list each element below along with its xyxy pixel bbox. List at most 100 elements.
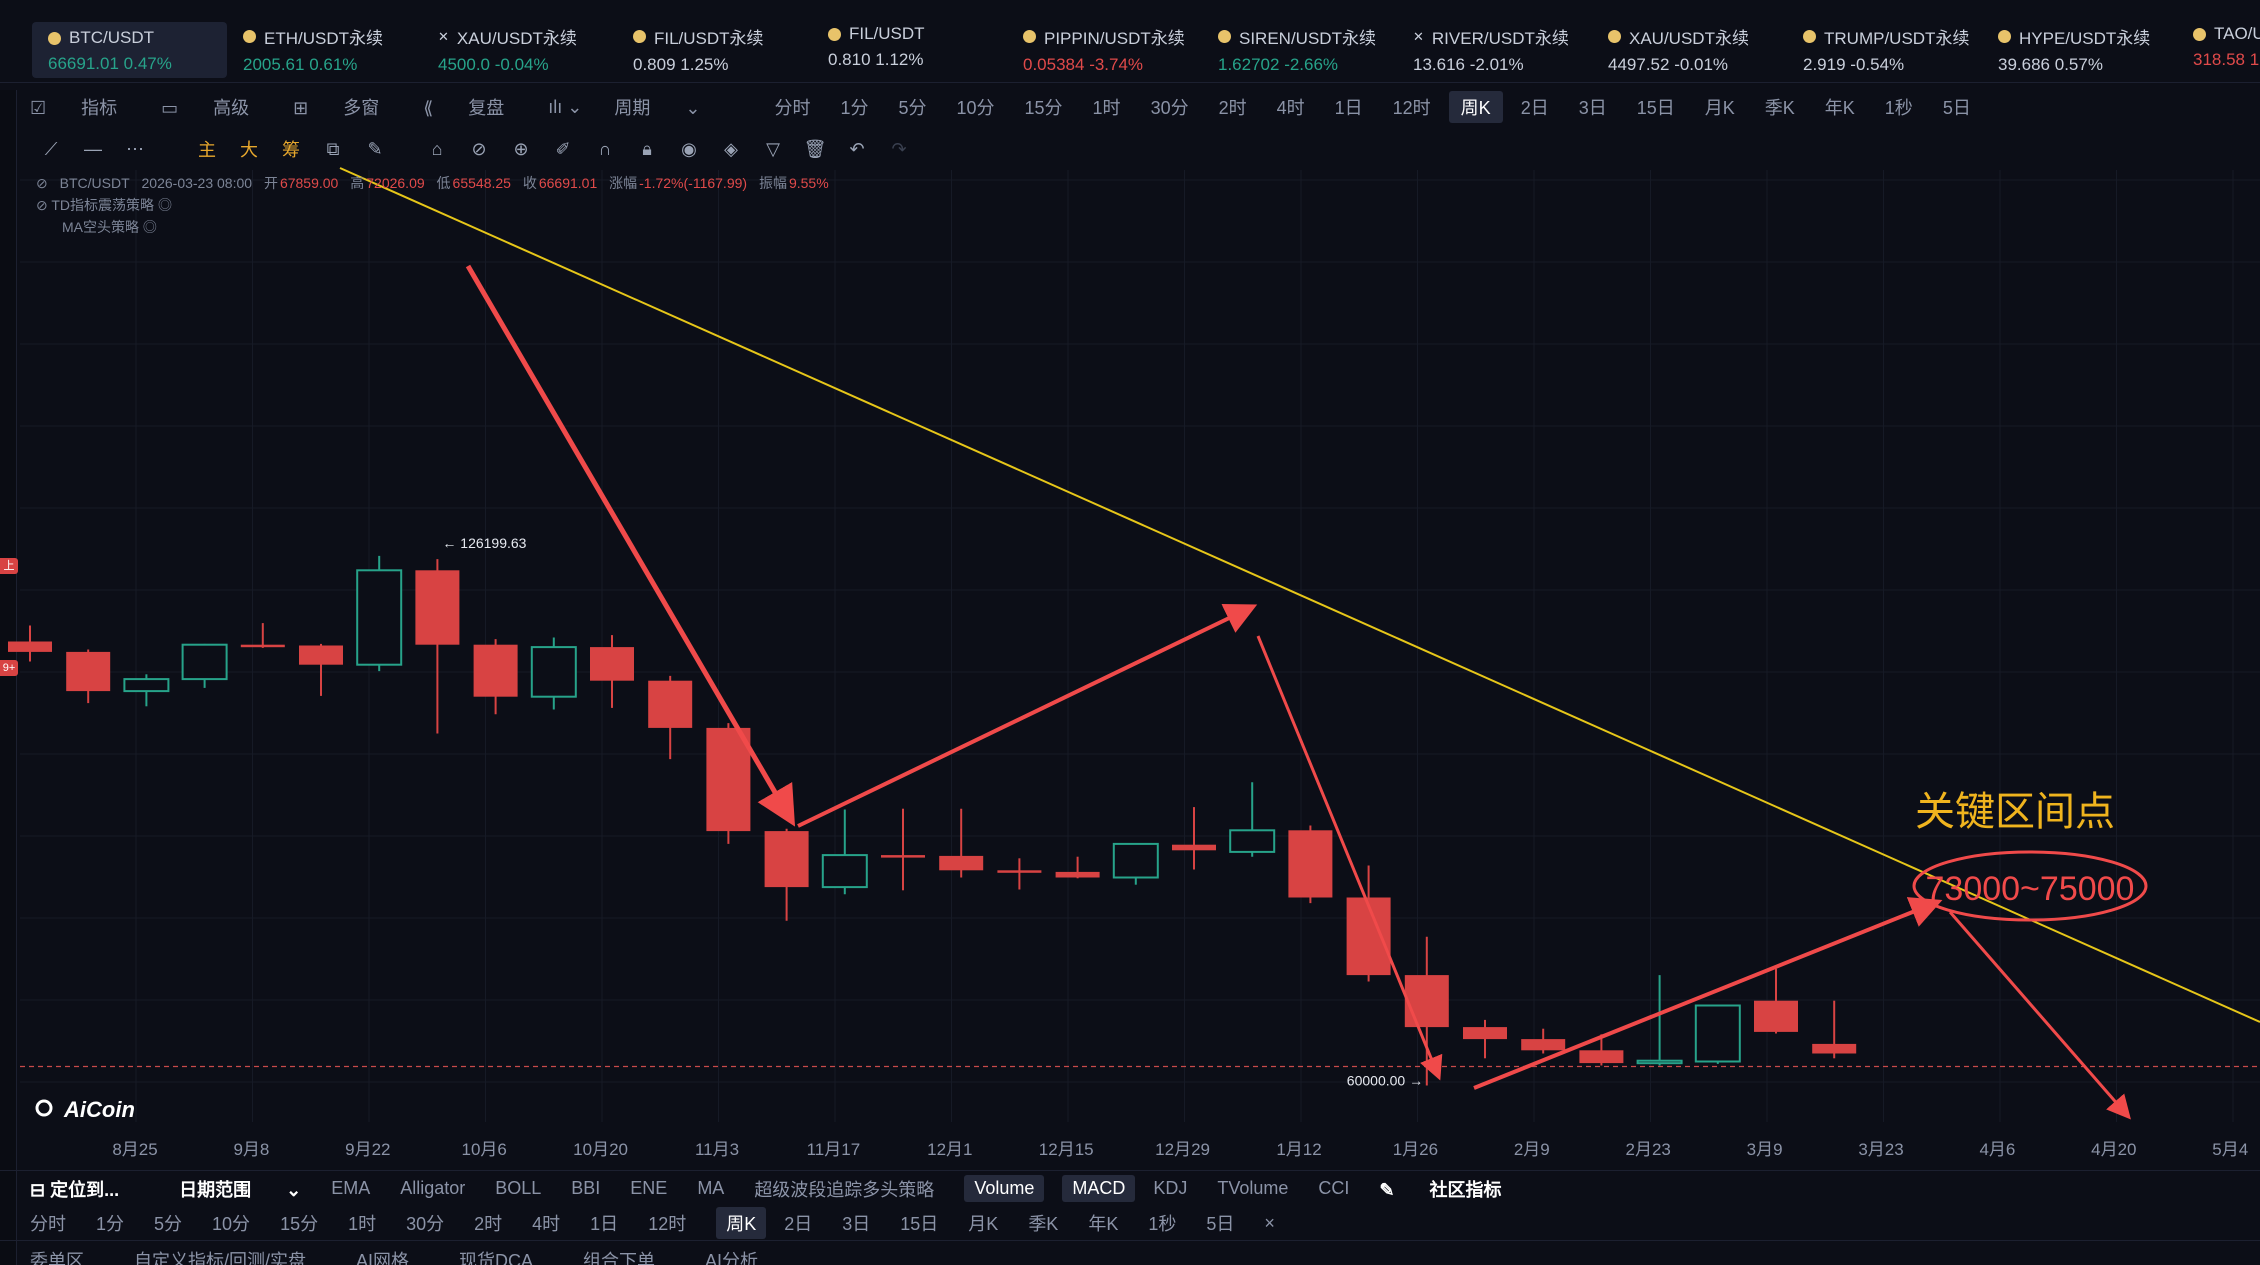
side-badge-count[interactable]: 9+ bbox=[0, 660, 18, 676]
interval-13[interactable]: 3日 bbox=[1578, 98, 1607, 118]
bottom-interval-6[interactable]: 30分 bbox=[406, 1214, 445, 1234]
big-order-button[interactable]: 大 bbox=[240, 140, 258, 160]
bottom-interval-18[interactable]: 1秒 bbox=[1148, 1214, 1177, 1234]
bottom-tab-2[interactable]: AI网格 bbox=[356, 1251, 410, 1265]
bottom-interval-9[interactable]: 1日 bbox=[590, 1214, 619, 1234]
ticker-item[interactable]: XAU/USDT永续 4497.52 -0.01% bbox=[1592, 0, 1787, 82]
strategy-ma[interactable]: MA空头策略 bbox=[62, 219, 139, 235]
bottom-tab-1[interactable]: 自定义指标/回测/实盘 bbox=[134, 1251, 307, 1265]
bottom-interval-5[interactable]: 1时 bbox=[348, 1214, 377, 1234]
compare-icon[interactable]: ⧉ bbox=[326, 138, 340, 159]
indicator2-0[interactable]: KDJ bbox=[1153, 1178, 1188, 1198]
indicator2-1[interactable]: TVolume bbox=[1217, 1178, 1289, 1198]
interval-15[interactable]: 月K bbox=[1704, 98, 1735, 118]
bottom-interval-14[interactable]: 15日 bbox=[900, 1214, 939, 1234]
main-indicator-button[interactable]: 主 bbox=[198, 140, 216, 160]
strategy-td[interactable]: TD指标震荡策略 bbox=[51, 197, 155, 213]
interval-4[interactable]: 15分 bbox=[1024, 98, 1063, 118]
side-badge-up[interactable]: 上 bbox=[0, 558, 18, 574]
bottom-interval-10[interactable]: 12时 bbox=[648, 1214, 687, 1234]
bottom-interval-8[interactable]: 4时 bbox=[532, 1214, 561, 1234]
ticker-item[interactable]: ✕ RIVER/USDT永续 13.616 -2.01% bbox=[1397, 0, 1592, 82]
bottom-interval-4[interactable]: 15分 bbox=[280, 1214, 319, 1234]
ticker-item[interactable]: FIL/USDT永续 0.809 1.25% bbox=[617, 0, 812, 82]
bottom-interval-16[interactable]: 季K bbox=[1028, 1214, 1059, 1234]
close-icon[interactable]: × bbox=[1264, 1212, 1275, 1233]
ticker-item[interactable]: SIREN/USDT永续 1.62702 -2.66% bbox=[1202, 0, 1397, 82]
bottom-interval-1[interactable]: 1分 bbox=[96, 1214, 125, 1234]
filter-icon[interactable]: ▽ bbox=[766, 138, 780, 159]
brush-icon[interactable]: ✐ bbox=[555, 138, 571, 159]
interval-1[interactable]: 1分 bbox=[840, 98, 869, 118]
chart-type-icon[interactable]: ılı ⌄ bbox=[548, 96, 583, 117]
ticker-item[interactable]: TRUMP/USDT永续 2.919 -0.54% bbox=[1787, 0, 1982, 82]
eye-icon[interactable]: ◎ bbox=[157, 197, 172, 213]
interval-6[interactable]: 30分 bbox=[1150, 98, 1189, 118]
indicator-4[interactable]: ENE bbox=[630, 1178, 668, 1198]
interval-17[interactable]: 年K bbox=[1824, 98, 1855, 118]
bottom-interval-12[interactable]: 2日 bbox=[784, 1214, 813, 1234]
ticker-item[interactable]: TAO/U 318.58 1 bbox=[2177, 0, 2260, 82]
hline-tool-icon[interactable]: — bbox=[84, 138, 102, 159]
interval-2[interactable]: 5分 bbox=[898, 98, 927, 118]
trash-icon[interactable]: 🗑︎ bbox=[803, 138, 827, 159]
indicator-active-0[interactable]: Volume bbox=[964, 1175, 1045, 1202]
chip-button[interactable]: 筹 bbox=[282, 140, 300, 160]
lock-icon[interactable]: 🔒︎ bbox=[642, 138, 652, 159]
legend-toggle-icon[interactable]: ⊘ bbox=[36, 175, 48, 191]
locate-button[interactable]: ⊟ 定位到... bbox=[30, 1179, 120, 1200]
indicator-6[interactable]: 超级波段追踪多头策略 bbox=[754, 1179, 935, 1200]
tool-indicator[interactable]: ☑ 指标 bbox=[30, 94, 147, 120]
ticker-item[interactable]: BTC/USDT 66691.01 0.47% bbox=[32, 22, 227, 78]
indicator2-2[interactable]: CCI bbox=[1318, 1178, 1350, 1198]
bottom-interval-19[interactable]: 5日 bbox=[1206, 1214, 1235, 1234]
magnet-icon[interactable]: ∩ bbox=[598, 138, 612, 159]
interval-16[interactable]: 季K bbox=[1764, 98, 1795, 118]
bottom-interval-15[interactable]: 月K bbox=[968, 1214, 999, 1234]
interval-3[interactable]: 10分 bbox=[956, 98, 995, 118]
interval-5[interactable]: 1时 bbox=[1092, 98, 1121, 118]
bottom-interval-11[interactable]: 周K bbox=[716, 1207, 767, 1239]
date-range-button[interactable]: 日期范围 ⌄ bbox=[179, 1179, 302, 1200]
tool-replay[interactable]: ⟪ 复盘 bbox=[423, 94, 534, 120]
ticker-item[interactable]: HYPE/USDT永续 39.686 0.57% bbox=[1982, 0, 2177, 82]
redo-icon[interactable]: ↷ bbox=[891, 138, 907, 159]
tag-icon[interactable]: ⌂ bbox=[431, 138, 443, 159]
layers-icon[interactable]: ◈ bbox=[724, 138, 738, 159]
bottom-tab-0[interactable]: 委单区 bbox=[30, 1251, 84, 1265]
eye-icon[interactable]: ◎ bbox=[142, 219, 157, 235]
indicator-3[interactable]: BBI bbox=[571, 1178, 601, 1198]
ticker-item[interactable]: ✕ XAU/USDT永续 4500.0 -0.04% bbox=[422, 0, 617, 82]
line-tool-icon[interactable]: ⟋ bbox=[44, 138, 58, 159]
interval-18[interactable]: 1秒 bbox=[1884, 98, 1913, 118]
bottom-interval-3[interactable]: 10分 bbox=[212, 1214, 251, 1234]
interval-11[interactable]: 周K bbox=[1448, 91, 1503, 123]
interval-9[interactable]: 1日 bbox=[1334, 98, 1363, 118]
bottom-tab-4[interactable]: 组合下单 bbox=[583, 1251, 656, 1265]
bottom-tab-3[interactable]: 现货DCA bbox=[459, 1251, 534, 1265]
interval-10[interactable]: 12时 bbox=[1392, 98, 1431, 118]
bottom-interval-0[interactable]: 分时 bbox=[30, 1214, 66, 1234]
period-dropdown[interactable]: 周期 ⌄ bbox=[614, 94, 730, 120]
indicator-0[interactable]: EMA bbox=[331, 1178, 371, 1198]
pen-tool-icon[interactable]: ✎ bbox=[367, 138, 383, 159]
interval-7[interactable]: 2时 bbox=[1218, 98, 1247, 118]
bottom-interval-17[interactable]: 年K bbox=[1088, 1214, 1119, 1234]
undo-icon[interactable]: ↶ bbox=[849, 138, 865, 159]
dots-tool-icon[interactable]: ⋯ bbox=[126, 138, 144, 159]
bottom-tab-5[interactable]: AI分析 bbox=[705, 1251, 759, 1265]
bottom-interval-13[interactable]: 3日 bbox=[842, 1214, 871, 1234]
tool-advanced[interactable]: ▭ 高级 bbox=[161, 94, 279, 120]
interval-14[interactable]: 15日 bbox=[1636, 98, 1675, 118]
visibility-icon[interactable]: ◉ bbox=[681, 138, 697, 159]
bottom-interval-2[interactable]: 5分 bbox=[154, 1214, 183, 1234]
interval-0[interactable]: 分时 bbox=[774, 98, 811, 118]
indicator-1[interactable]: Alligator bbox=[400, 1178, 466, 1198]
ruler-icon[interactable]: ⊘ bbox=[471, 138, 487, 159]
interval-12[interactable]: 2日 bbox=[1520, 98, 1549, 118]
interval-19[interactable]: 5日 bbox=[1942, 98, 1971, 118]
indicator-active-1[interactable]: MACD bbox=[1062, 1175, 1136, 1202]
zoom-icon[interactable]: ⊕ bbox=[513, 138, 529, 159]
ticker-item[interactable]: ETH/USDT永续 2005.61 0.61% bbox=[227, 0, 422, 82]
